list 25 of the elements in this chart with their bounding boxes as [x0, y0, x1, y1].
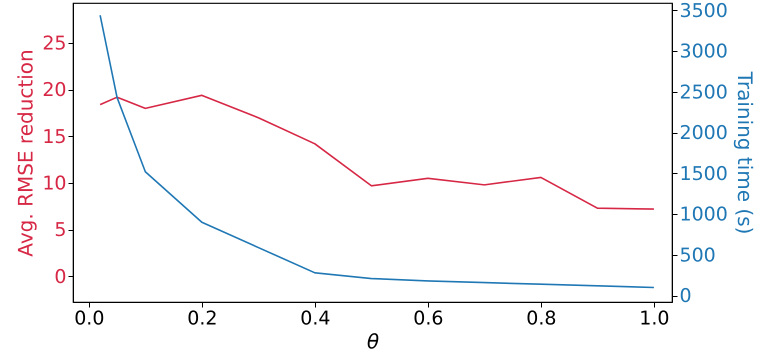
y-tick-label: 20	[42, 79, 66, 102]
y-tick-label: 0	[54, 266, 66, 288]
line-series	[99, 94, 655, 210]
line-series	[99, 14, 655, 288]
y2-tick-label: 1000	[680, 204, 728, 226]
y-tick-label: 25	[42, 32, 66, 55]
x-tick-label: 0.0	[74, 308, 104, 330]
y2-tick-label: 2500	[680, 81, 728, 104]
x-tick-label: 0.2	[187, 308, 218, 330]
x-tick-label: 1.0	[639, 308, 670, 330]
y2-tick-label: 3000	[680, 40, 728, 63]
x-axis-title: θ	[366, 330, 380, 354]
y2-tick-label: 2000	[680, 122, 728, 144]
y-tick-label: 10	[42, 172, 66, 194]
x-tick-label: 0.8	[526, 308, 557, 330]
y-tick-label: 5	[54, 219, 66, 242]
y-axis-title: Avg. RMSE reduction	[13, 49, 38, 257]
y-tick-label: 15	[42, 126, 66, 148]
y2-tick-label: 1500	[680, 162, 728, 185]
x-tick-label: 0.6	[413, 308, 444, 330]
y2-tick-label: 500	[680, 244, 716, 266]
x-tick-label: 0.4	[300, 308, 330, 330]
y2-tick-label: 0	[680, 285, 692, 308]
y2-axis-title: Training time (s)	[732, 70, 757, 234]
y2-tick-label: 3500	[680, 0, 728, 22]
